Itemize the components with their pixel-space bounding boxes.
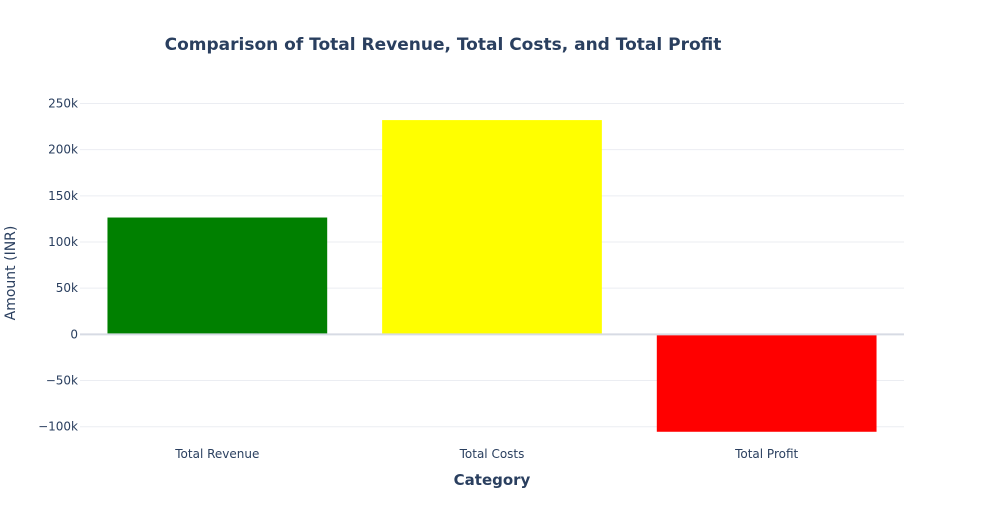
x-tick-labels: Total Revenue Total Costs Total Profit (174, 447, 798, 461)
y-tick-label: 150k (48, 189, 78, 203)
x-axis-title: Category (454, 471, 531, 489)
bar-total-costs[interactable] (382, 120, 602, 335)
bar-total-profit[interactable] (656, 334, 877, 432)
y-tick-label: 50k (56, 281, 78, 295)
x-tick-label: Total Profit (734, 447, 798, 461)
y-tick-label: 250k (48, 96, 78, 110)
chart-title: Comparison of Total Revenue, Total Costs… (165, 35, 722, 55)
y-tick-labels: −100k −50k 0 50k 100k 150k 200k 250k (38, 96, 78, 433)
x-tick-label: Total Revenue (174, 447, 259, 461)
x-tick-label: Total Costs (459, 447, 525, 461)
y-axis-title: Amount (INR) (3, 226, 19, 321)
bar-total-revenue[interactable] (107, 217, 328, 335)
y-tick-label: −50k (46, 374, 78, 388)
y-tick-label: 100k (48, 235, 78, 249)
bars (107, 120, 877, 432)
y-tick-label: 0 (70, 327, 78, 341)
y-tick-label: 200k (48, 143, 78, 157)
y-tick-label: −100k (38, 420, 78, 434)
